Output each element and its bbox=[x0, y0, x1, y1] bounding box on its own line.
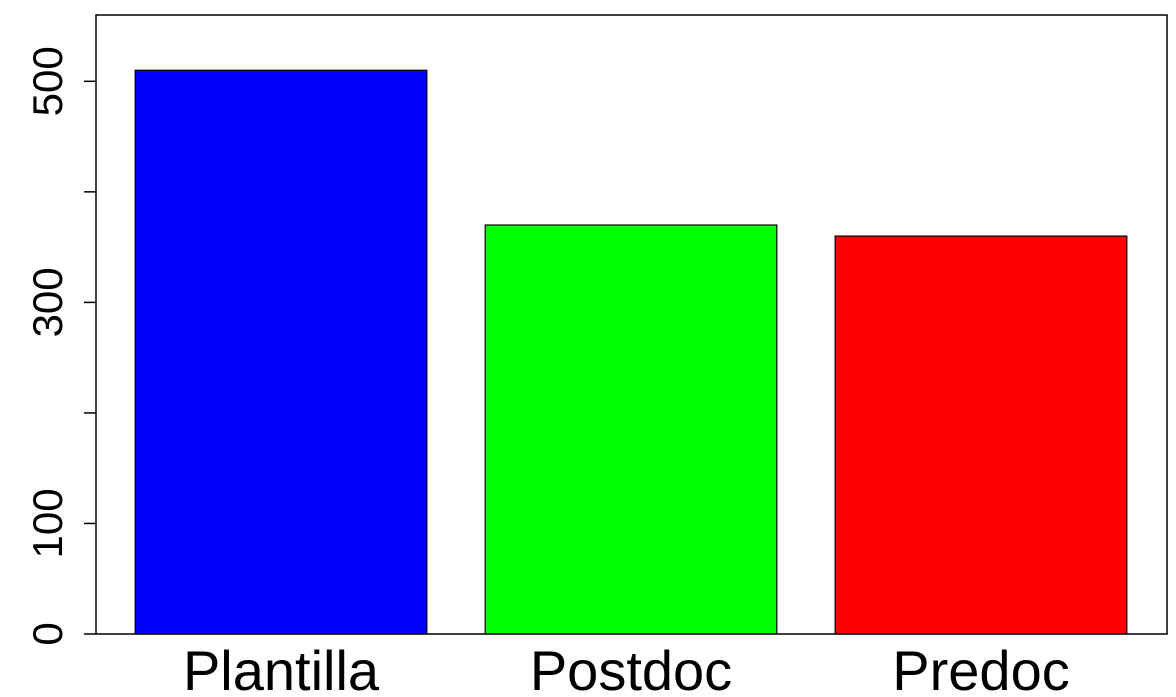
x-axis-labels: Plantilla Postdoc Predoc bbox=[183, 639, 1070, 697]
bar-postdoc bbox=[484, 224, 778, 635]
y-tick-label: 100 bbox=[24, 488, 71, 558]
bar-predoc bbox=[834, 235, 1128, 635]
x-tick-label: Predoc bbox=[892, 639, 1069, 697]
bars-group bbox=[134, 69, 1128, 635]
plot-frame bbox=[95, 14, 1168, 635]
x-tick-label: Postdoc bbox=[530, 639, 732, 697]
bar-plantilla bbox=[134, 69, 428, 635]
y-axis: 0 100 300 500 bbox=[24, 46, 96, 646]
y-tick-label: 0 bbox=[24, 622, 71, 645]
y-tick-label: 500 bbox=[24, 46, 71, 116]
x-tick-label: Plantilla bbox=[183, 639, 380, 697]
y-tick-label: 300 bbox=[24, 267, 71, 337]
